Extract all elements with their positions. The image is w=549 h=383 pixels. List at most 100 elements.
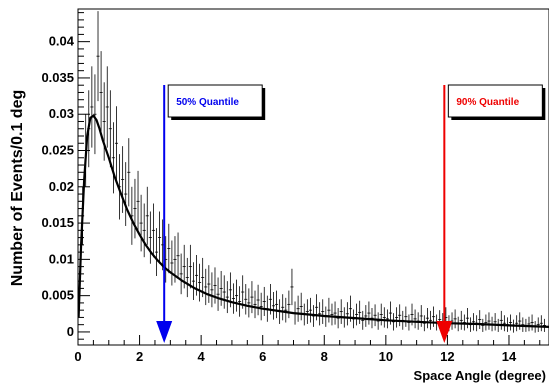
data-point: [176, 232, 180, 279]
x-axis-title: Space Angle (degree): [414, 368, 546, 383]
data-point: [207, 265, 211, 303]
data-point: [265, 295, 269, 322]
data-point: [96, 11, 100, 102]
data-point: [87, 90, 91, 168]
data-point: [456, 316, 460, 332]
data-point: [281, 294, 285, 321]
data-point: [339, 299, 343, 324]
data-point: [231, 283, 235, 314]
data-point: [182, 244, 186, 289]
data-point: [93, 74, 97, 155]
data-point: [262, 286, 266, 316]
data-point: [481, 318, 485, 332]
data-point: [521, 317, 525, 332]
data-point: [533, 321, 537, 333]
data-point: [114, 106, 119, 181]
data-point: [327, 297, 331, 323]
data-point: [111, 122, 115, 194]
quantile-label: 50% Quantile: [176, 97, 239, 108]
data-point: [425, 307, 429, 329]
fit-curve: [77, 114, 549, 328]
data-point: [324, 306, 328, 327]
data-point: [271, 292, 276, 320]
x-tick-label: 2: [136, 349, 143, 364]
x-tick-label: 4: [198, 349, 206, 364]
data-point: [508, 314, 513, 331]
data-point: [358, 300, 362, 324]
data-point: [293, 301, 297, 325]
data-point: [539, 315, 543, 332]
data-point: [278, 299, 282, 324]
data-point: [268, 284, 272, 315]
quantile-50-marker: 50% Quantile: [156, 84, 266, 343]
data-point: [318, 302, 322, 326]
data-point: [102, 82, 106, 161]
data-point: [210, 272, 214, 308]
data-point: [99, 51, 103, 134]
data-point: [118, 154, 122, 220]
data-point: [351, 309, 356, 329]
data-point: [367, 301, 371, 325]
x-tick-label: 6: [259, 349, 266, 364]
quantile-90-marker: 90% Quantile: [436, 84, 546, 343]
data-point: [478, 310, 482, 330]
quantile-arrowhead: [436, 321, 453, 343]
data-point: [382, 307, 386, 328]
data-points-layer: [78, 11, 546, 333]
data-point: [216, 277, 220, 311]
data-point: [235, 279, 239, 312]
data-point: [404, 306, 408, 327]
data-point: [299, 292, 303, 321]
x-tick-label: 0: [74, 349, 81, 364]
data-point: [376, 312, 380, 330]
data-point: [105, 66, 109, 148]
data-point: [256, 284, 260, 316]
data-point: [385, 309, 389, 329]
data-point: [142, 203, 146, 258]
data-point: [542, 318, 546, 332]
data-point: [475, 315, 479, 332]
data-point: [413, 309, 417, 329]
y-tick-label: 0.015: [41, 215, 74, 230]
data-point: [512, 319, 516, 333]
data-point: [490, 316, 494, 332]
data-point: [345, 302, 349, 326]
data-point: [170, 240, 174, 286]
data-point: [219, 270, 223, 306]
data-point: [241, 275, 245, 309]
data-point: [502, 315, 506, 332]
data-point: [311, 305, 316, 327]
data-point: [370, 307, 374, 329]
data-point: [136, 170, 140, 232]
data-point: [392, 313, 396, 331]
data-point: [472, 313, 476, 331]
data-point: [253, 290, 257, 319]
data-point: [364, 305, 368, 327]
data-point: [130, 186, 134, 245]
data-point: [213, 267, 217, 304]
data-point: [185, 257, 189, 298]
data-point: [179, 253, 183, 295]
data-point: [250, 281, 254, 314]
data-point: [188, 244, 192, 289]
data-point: [410, 303, 414, 326]
data-point: [127, 138, 131, 207]
data-point: [518, 312, 522, 330]
quantile-label: 90% Quantile: [456, 97, 519, 108]
data-point: [148, 211, 152, 264]
data-point: [108, 90, 112, 168]
y-tick-label: 0.025: [41, 143, 74, 158]
y-tick-label: 0.035: [41, 70, 74, 85]
data-point: [336, 307, 340, 329]
data-point: [302, 303, 306, 326]
x-tick-label: 12: [440, 349, 454, 364]
y-tick-label: 0.04: [49, 34, 75, 49]
data-point: [173, 236, 177, 283]
data-point: [139, 194, 143, 252]
data-point: [222, 275, 226, 309]
data-point: [284, 297, 288, 323]
data-point: [198, 263, 202, 302]
data-point: [133, 178, 137, 239]
data-point: [459, 310, 463, 330]
